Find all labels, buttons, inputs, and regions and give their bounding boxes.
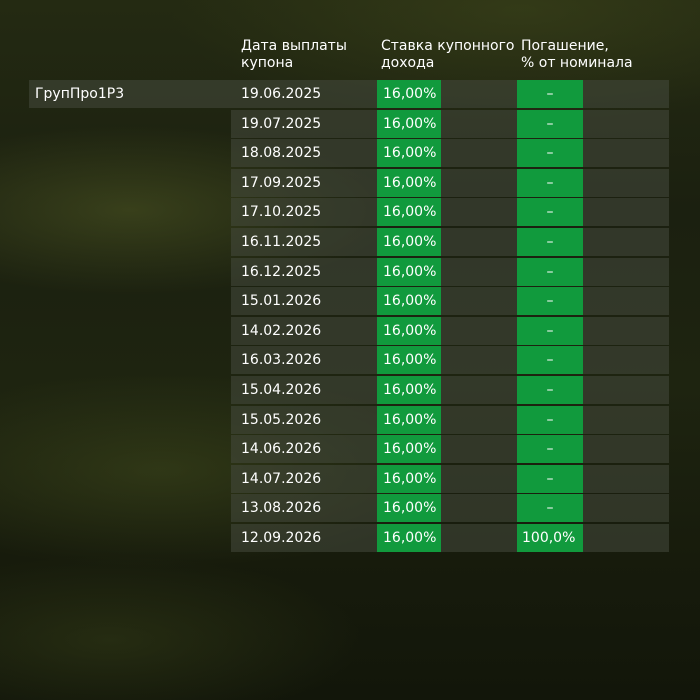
- payment-date-cell: 19.06.2025: [241, 86, 322, 102]
- table-row: 13.08.2026 16,00% –: [0, 494, 700, 524]
- coupon-rate-cell: 16,00%: [377, 375, 441, 404]
- redemption-cell: –: [517, 139, 583, 168]
- coupon-rate-cell: 16,00%: [377, 227, 441, 256]
- coupon-rate-cell: 16,00%: [377, 464, 441, 493]
- table-row: 14.02.2026 16,00% –: [0, 316, 700, 347]
- row-background: [231, 346, 669, 375]
- payment-date-cell: 14.02.2026: [241, 322, 322, 339]
- payment-date-cell: 16.12.2025: [241, 263, 322, 280]
- redemption-cell: –: [517, 316, 583, 345]
- header-payment-date: Дата выплаты купона: [241, 38, 347, 71]
- table-row: 19.07.2025 16,00% –: [0, 109, 700, 140]
- payment-date-cell: 13.08.2026: [241, 500, 322, 517]
- table-header: Дата выплаты купона Ставка купонного дох…: [0, 38, 700, 78]
- redemption-cell: –: [517, 109, 583, 138]
- coupon-rate-cell: 16,00%: [377, 494, 441, 523]
- row-background: [231, 405, 669, 434]
- row-background: [231, 523, 669, 552]
- table-row: 12.09.2026 16,00% 100,0%: [0, 523, 700, 554]
- coupon-rate-cell: 16,00%: [377, 80, 441, 108]
- redemption-cell: –: [517, 494, 583, 523]
- table-row: 15.04.2026 16,00% –: [0, 375, 700, 406]
- coupon-rate-cell: 16,00%: [377, 139, 441, 168]
- payment-date-cell: 15.01.2026: [241, 293, 322, 310]
- row-background: [231, 494, 669, 523]
- redemption-cell: –: [517, 375, 583, 404]
- table-row: 18.08.2025 16,00% –: [0, 139, 700, 169]
- coupon-rate-cell: 16,00%: [377, 287, 441, 316]
- row-background: [231, 435, 669, 464]
- redemption-cell: –: [517, 435, 583, 464]
- payment-date-cell: 14.06.2026: [241, 441, 322, 458]
- row-background: [231, 257, 669, 286]
- coupon-schedule-table: ГрупПро1Р3 19.06.2025 16,00% – 19.07.2025 16,…: [0, 80, 700, 554]
- table-row: 17.09.2025 16,00% –: [0, 168, 700, 199]
- row-background: [231, 375, 669, 404]
- payment-date-cell: 19.07.2025: [241, 115, 322, 132]
- row-background: [231, 316, 669, 345]
- row-background: [231, 227, 669, 256]
- bond-issue-name: ГрупПро1Р3: [35, 86, 125, 102]
- redemption-cell: –: [517, 287, 583, 316]
- table-row: 14.07.2026 16,00% –: [0, 464, 700, 495]
- redemption-cell: –: [517, 198, 583, 227]
- payment-date-cell: 16.11.2025: [241, 233, 322, 250]
- coupon-rate-cell: 16,00%: [377, 168, 441, 197]
- payment-date-cell: 18.08.2025: [241, 145, 322, 162]
- row-background: [231, 198, 669, 227]
- table-row: 15.01.2026 16,00% –: [0, 287, 700, 317]
- coupon-rate-cell: 16,00%: [377, 316, 441, 345]
- coupon-rate-cell: 16,00%: [377, 405, 441, 434]
- redemption-cell: –: [517, 257, 583, 286]
- table-row: 14.06.2026 16,00% –: [0, 435, 700, 465]
- row-background: [231, 168, 669, 197]
- payment-date-cell: 17.10.2025: [241, 204, 322, 221]
- coupon-rate-cell: 16,00%: [377, 257, 441, 286]
- redemption-cell: –: [517, 464, 583, 493]
- payment-date-cell: 17.09.2025: [241, 174, 322, 191]
- redemption-cell: –: [517, 405, 583, 434]
- coupon-rate-cell: 16,00%: [377, 523, 441, 552]
- coupon-rate-cell: 16,00%: [377, 109, 441, 138]
- payment-date-cell: 14.07.2026: [241, 470, 322, 487]
- row-background: [231, 287, 669, 316]
- header-redemption: Погашение, % от номинала: [521, 38, 633, 71]
- redemption-cell: –: [517, 227, 583, 256]
- coupon-rate-cell: 16,00%: [377, 198, 441, 227]
- coupon-rate-cell: 16,00%: [377, 346, 441, 375]
- coupon-rate-cell: 16,00%: [377, 435, 441, 464]
- payment-date-cell: 15.05.2026: [241, 411, 322, 428]
- payment-date-cell: 16.03.2026: [241, 352, 322, 369]
- row-background: [231, 464, 669, 493]
- table-row: 16.03.2026 16,00% –: [0, 346, 700, 376]
- row-background: [231, 139, 669, 168]
- redemption-cell: –: [517, 346, 583, 375]
- table-row: ГрупПро1Р3 19.06.2025 16,00% –: [0, 80, 700, 110]
- table-row: 17.10.2025 16,00% –: [0, 198, 700, 228]
- payment-date-cell: 12.09.2026: [241, 529, 322, 546]
- row-background: [231, 109, 669, 138]
- redemption-cell: 100,0%: [517, 523, 583, 552]
- redemption-cell: –: [517, 168, 583, 197]
- table-row: 15.05.2026 16,00% –: [0, 405, 700, 436]
- table-row: 16.12.2025 16,00% –: [0, 257, 700, 288]
- table-row: 16.11.2025 16,00% –: [0, 227, 700, 258]
- header-coupon-rate: Ставка купонного дохода: [381, 38, 515, 71]
- redemption-cell: –: [517, 80, 583, 108]
- payment-date-cell: 15.04.2026: [241, 381, 322, 398]
